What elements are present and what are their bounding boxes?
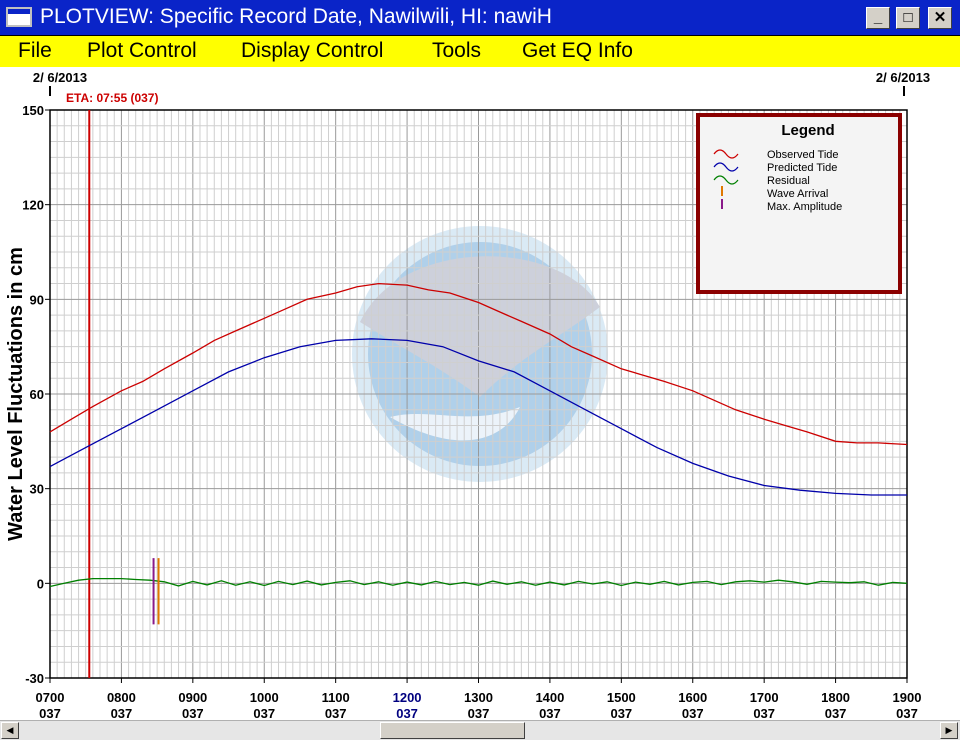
legend-swatch-residual	[713, 175, 739, 185]
x-tick-label: 0900	[178, 690, 207, 705]
y-tick-label: 120	[22, 198, 44, 213]
x-tick-day-label: 037	[111, 706, 133, 719]
minimize-button[interactable]: _	[866, 7, 890, 29]
series-predicted-line	[49, 338, 907, 496]
x-tick-day-label: 037	[396, 706, 418, 719]
x-tick-day-label: 037	[753, 706, 775, 719]
x-tick-day-label: 037	[253, 706, 275, 719]
x-tick-day-label: 037	[896, 706, 918, 719]
horizontal-scrollbar[interactable]: ◀ ▶	[0, 720, 960, 740]
date-right-label: 2/ 6/2013	[876, 70, 930, 85]
legend-swatch-observed	[713, 149, 739, 159]
x-tick-day-label: 037	[682, 706, 704, 719]
x-tick-label: 1300	[464, 690, 493, 705]
date-left-label: 2/ 6/2013	[33, 70, 87, 85]
x-tick-label: 1900	[893, 690, 922, 705]
title-bar: PLOTVIEW: Specific Record Date, Nawilwil…	[0, 0, 960, 36]
x-tick-day-label: 037	[610, 706, 632, 719]
y-tick-label: 30	[30, 482, 44, 497]
menu-bar: File Plot Control Display Control Tools …	[0, 36, 960, 67]
plot-area: -30 0 30 60 90 120 150 Water Level Fluctuations…	[0, 67, 960, 721]
window-title: PLOTVIEW: Specific Record Date, Nawilwil…	[40, 5, 552, 28]
noaa-logo-watermark	[352, 226, 608, 482]
scroll-right-button[interactable]: ▶	[940, 722, 958, 739]
y-tick-label: 60	[30, 387, 44, 402]
legend-entry-label: Residual	[767, 175, 810, 187]
menu-file[interactable]: File	[18, 39, 52, 62]
y-tick-label: -30	[25, 671, 44, 686]
y-tick-label: 0	[37, 576, 44, 591]
scroll-left-button[interactable]: ◀	[1, 722, 19, 739]
x-tick-label: 1500	[607, 690, 636, 705]
x-tick-label: 0800	[107, 690, 136, 705]
x-tick-label: 1600	[678, 690, 707, 705]
menu-plot-control[interactable]: Plot Control	[87, 39, 197, 62]
eta-label: ETA: 07:55 (037)	[66, 91, 158, 105]
legend-entry-label: Max. Amplitude	[767, 201, 842, 213]
maximize-button[interactable]: □	[896, 7, 920, 29]
x-tick-label: 1100	[322, 690, 350, 705]
x-tick-label: 1000	[250, 690, 279, 705]
series-observed-line	[49, 282, 908, 446]
menu-get-eq-info[interactable]: Get EQ Info	[522, 39, 633, 62]
legend-swatch-predicted	[713, 162, 739, 172]
window-app-icon[interactable]	[6, 7, 32, 27]
scroll-thumb[interactable]	[380, 722, 525, 739]
x-tick-day-label: 037	[825, 706, 847, 719]
y-axis-label: Water Level Fluctuations in cm	[5, 247, 27, 541]
close-button[interactable]: ✕	[928, 7, 952, 29]
x-tick-label: 1400	[535, 690, 564, 705]
x-tick-day-label: 037	[39, 706, 61, 719]
series-residual-line	[49, 577, 908, 588]
legend-entry-label: Wave Arrival	[767, 188, 828, 200]
legend-box	[696, 113, 902, 294]
tide-chart: -30 0 30 60 90 120 150 Water Level Fluctuations…	[5, 70, 930, 721]
legend-entry-label: Observed Tide	[767, 149, 839, 161]
x-tick-day-label: 037	[539, 706, 561, 719]
x-tick-label: 1700	[750, 690, 779, 705]
legend-entry-label: Predicted Tide	[767, 162, 837, 174]
x-tick-label: 1800	[821, 690, 850, 705]
menu-display-control[interactable]: Display Control	[241, 39, 384, 62]
x-tick-day-label: 037	[325, 706, 347, 719]
logo-wave	[390, 407, 520, 441]
x-tick-day-label: 037	[468, 706, 490, 719]
legend-title: Legend	[781, 122, 834, 139]
x-tick-label: 1200	[393, 690, 422, 705]
y-tick-label: 90	[30, 292, 44, 307]
x-tick-label: 0700	[36, 690, 65, 705]
logo-bird	[360, 256, 600, 397]
y-tick-label: 150	[22, 103, 44, 118]
x-tick-day-label: 037	[182, 706, 204, 719]
menu-tools[interactable]: Tools	[432, 39, 482, 62]
